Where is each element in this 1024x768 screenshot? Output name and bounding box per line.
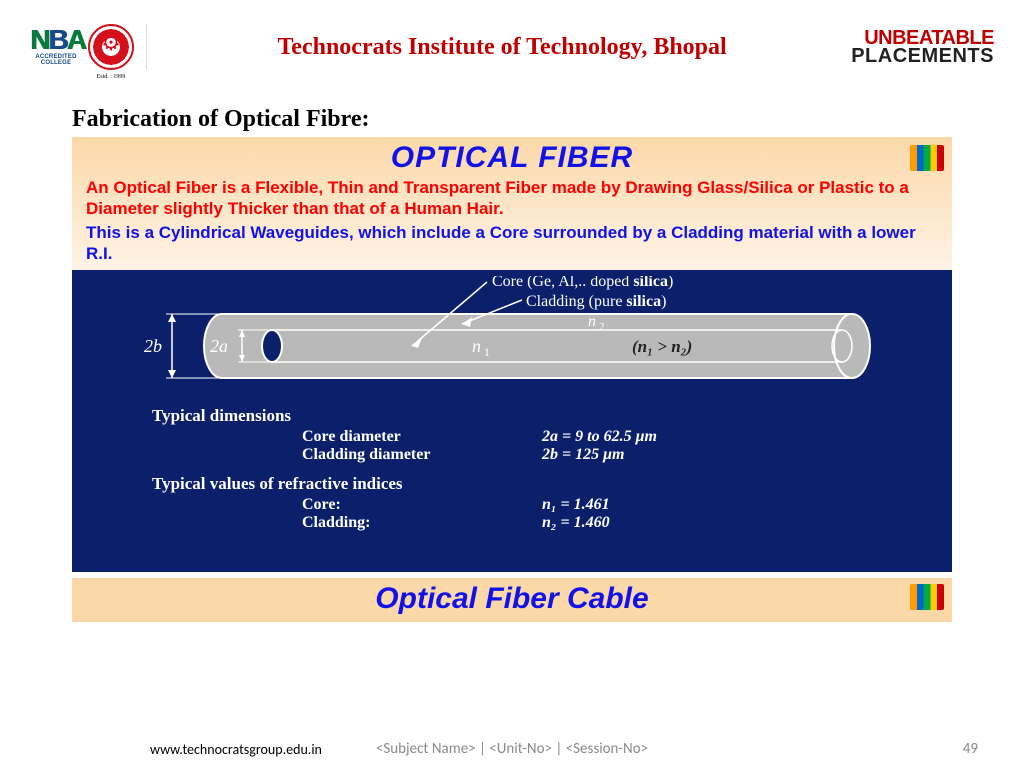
cladding-diameter-row: Cladding diameter 2b = 125 μm xyxy=(302,446,932,464)
dim-2a-text: 2a xyxy=(210,336,228,356)
fiber-desc-main: An Optical Fiber is a Flexible, Thin and… xyxy=(78,177,946,222)
slide-header: NBA ACCREDITED COLLEGE Estd. : 1999 Tech… xyxy=(0,0,1024,80)
page-number: 49 xyxy=(963,740,978,758)
cladding-ri-row: Cladding: n₂ = 1.460 xyxy=(302,514,932,532)
core-ri-val: n₁ = 1.461 xyxy=(542,496,610,514)
nba-subtext: ACCREDITED COLLEGE xyxy=(30,54,82,66)
slide-container: OPTICAL FIBER An Optical Fiber is a Flex… xyxy=(72,137,952,622)
n2-text: n xyxy=(588,313,596,330)
footer-url: www.technocratsgroup.edu.in xyxy=(150,741,322,758)
cladding-diameter-val: 2b = 125 μm xyxy=(542,446,624,464)
n-relation-text: (n₁ > n₂) xyxy=(632,337,692,356)
fiber-cable-icon xyxy=(910,145,944,171)
core-ri-row: Core: n₁ = 1.461 xyxy=(302,496,932,514)
section-title: Fabrication of Optical Fibre: xyxy=(0,80,1024,137)
n1-text: n xyxy=(472,336,481,356)
core-diameter-row: Core diameter 2a = 9 to 62.5 μm xyxy=(302,428,932,446)
logo-divider xyxy=(146,24,147,70)
fiber-svg: 2b 2a Core (Ge, Al,.. doped silica) Clad… xyxy=(92,276,932,404)
core-diameter-val: 2a = 9 to 62.5 μm xyxy=(542,428,657,446)
cladding-label-text: Cladding (pure silica) xyxy=(526,293,666,310)
core-label-text: Core (Ge, Al,.. doped silica) xyxy=(492,276,673,290)
bottom-title-bar: Optical Fiber Cable xyxy=(72,578,952,622)
svg-text:1: 1 xyxy=(484,345,490,359)
refractive-indices-head: Typical values of refractive indices xyxy=(152,474,932,494)
tit-logo: Estd. : 1999 xyxy=(88,24,134,70)
optical-fiber-title: OPTICAL FIBER xyxy=(78,141,946,175)
dim-2b-text: 2b xyxy=(144,336,162,356)
fiber-cable-icon xyxy=(910,584,944,610)
fiber-diagram: 2b 2a Core (Ge, Al,.. doped silica) Clad… xyxy=(72,270,952,572)
placements-badge: UNBEATABLE PLACEMENTS xyxy=(851,29,994,65)
fiber-desc-waveguide: This is a Cylindrical Waveguides, which … xyxy=(78,222,946,271)
institute-title: Technocrats Institute of Technology, Bho… xyxy=(159,34,845,61)
svg-text:2: 2 xyxy=(599,321,605,333)
cladding-ri-val: n₂ = 1.460 xyxy=(542,514,610,532)
nba-logo: NBA ACCREDITED COLLEGE xyxy=(30,24,82,70)
slide-footer: www.technocratsgroup.edu.in <Subject Nam… xyxy=(0,740,1024,758)
typical-dimensions-head: Typical dimensions xyxy=(152,406,932,426)
peach-top: OPTICAL FIBER An Optical Fiber is a Flex… xyxy=(72,137,952,270)
